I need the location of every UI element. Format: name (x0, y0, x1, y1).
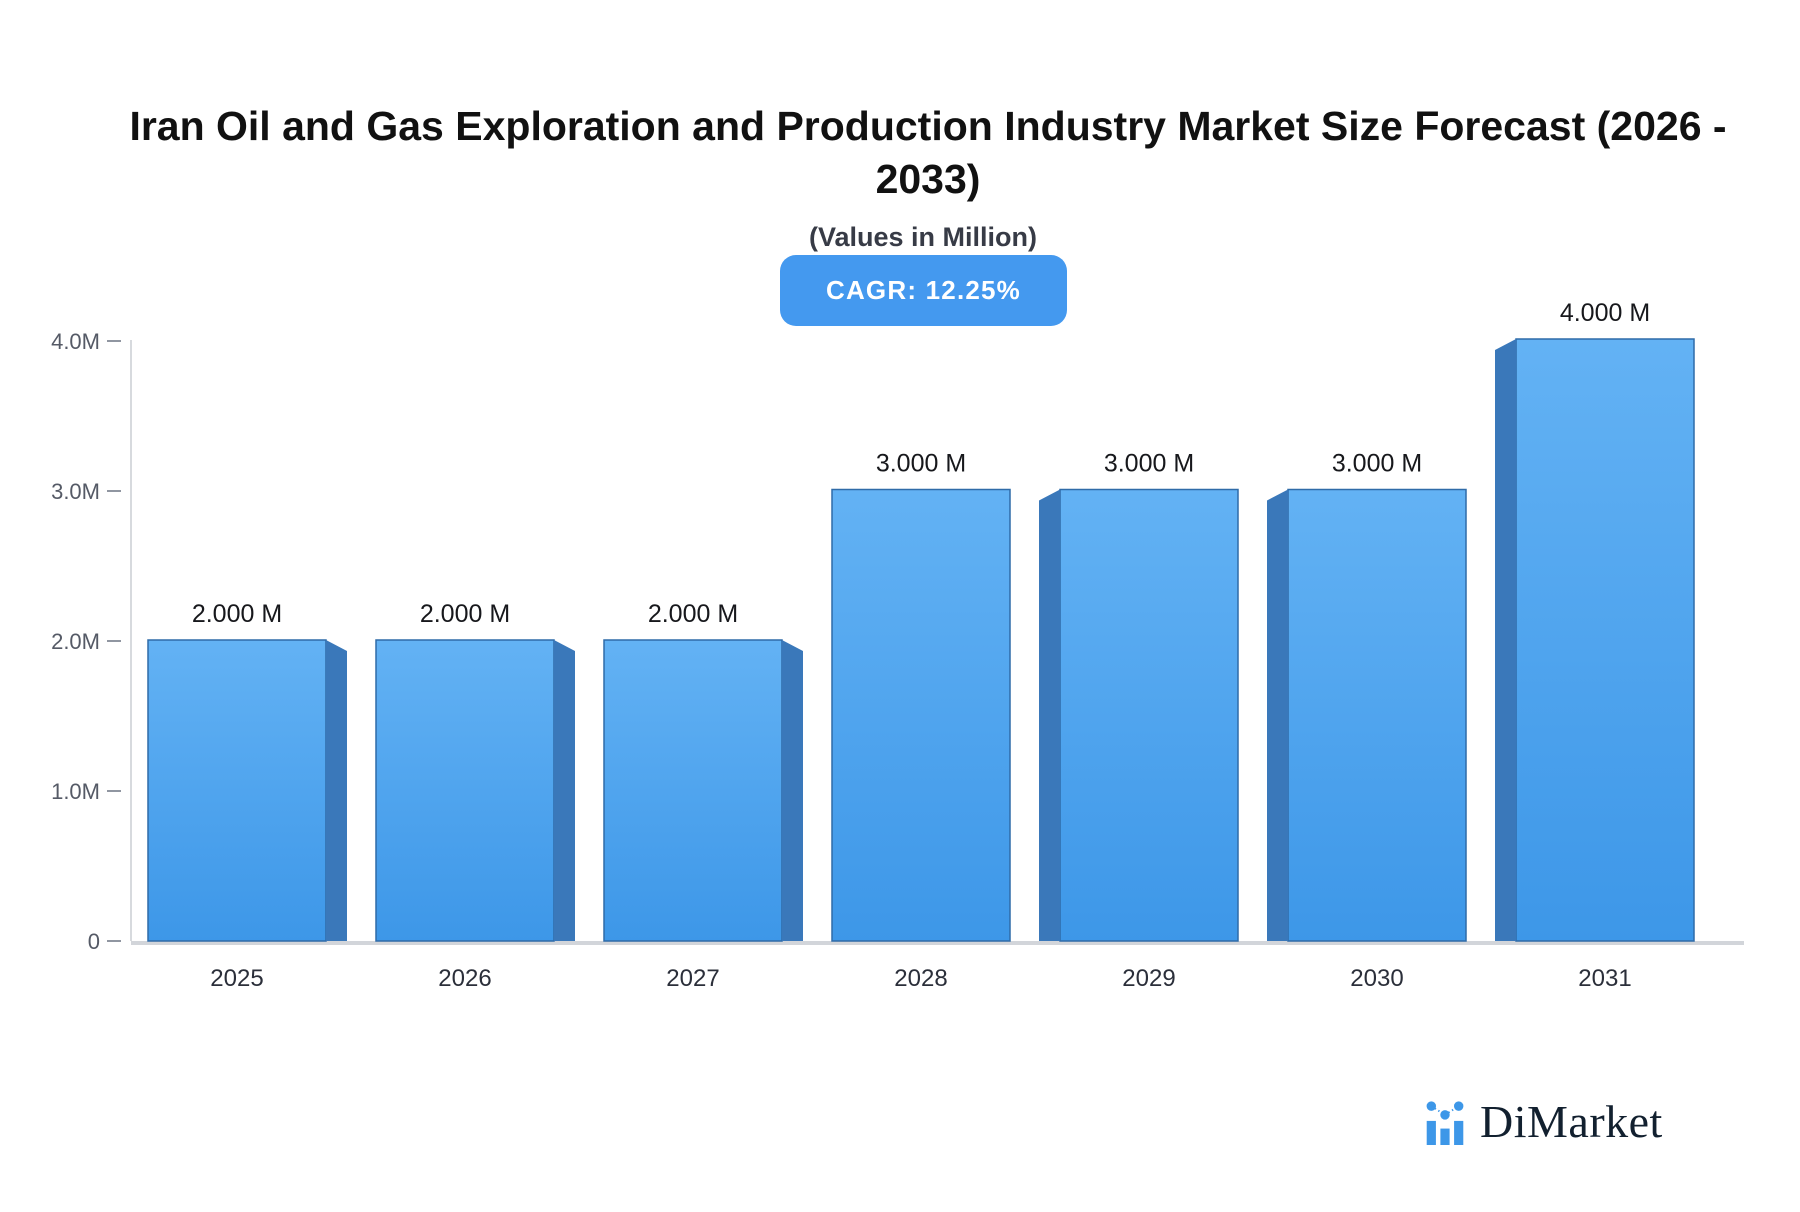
svg-text:2025: 2025 (210, 965, 263, 992)
svg-text:2.0M: 2.0M (51, 629, 100, 654)
svg-text:2031: 2031 (1578, 965, 1631, 992)
svg-text:2.000 M: 2.000 M (192, 600, 282, 628)
svg-text:2027: 2027 (666, 965, 719, 992)
svg-text:2030: 2030 (1350, 965, 1403, 992)
svg-text:0: 0 (88, 929, 100, 954)
svg-text:2029: 2029 (1122, 965, 1175, 992)
svg-text:2.000 M: 2.000 M (420, 600, 510, 628)
svg-text:4.000 M: 4.000 M (1560, 299, 1650, 327)
svg-text:4.0M: 4.0M (51, 329, 100, 354)
svg-text:2.000 M: 2.000 M (648, 600, 738, 628)
svg-text:2026: 2026 (438, 965, 491, 992)
svg-text:3.000 M: 3.000 M (1332, 450, 1422, 478)
svg-text:3.0M: 3.0M (51, 479, 100, 504)
svg-text:2028: 2028 (894, 965, 947, 992)
svg-text:1.0M: 1.0M (51, 779, 100, 804)
svg-text:3.000 M: 3.000 M (1104, 450, 1194, 478)
svg-text:3.000 M: 3.000 M (876, 450, 966, 478)
